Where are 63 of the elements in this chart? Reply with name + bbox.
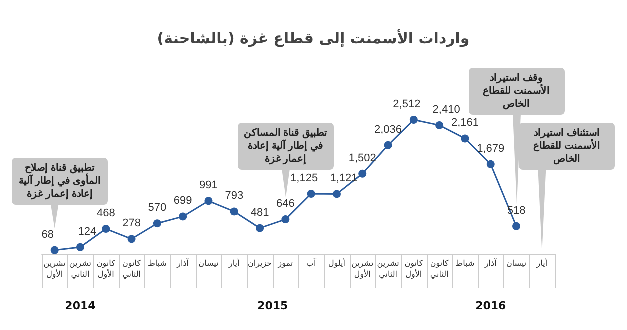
point <box>512 222 521 230</box>
data-label: 278 <box>122 218 141 230</box>
point <box>358 170 367 178</box>
data-label: 468 <box>96 208 116 220</box>
x-tick-label: كانون الأول <box>96 259 116 279</box>
x-tick-label: أيار <box>536 258 548 268</box>
data-label: 2,036 <box>374 124 402 136</box>
point <box>461 134 470 143</box>
data-label: 2,512 <box>393 98 421 110</box>
data-label: 1,679 <box>477 142 505 155</box>
x-tick-label: تموز <box>277 259 294 268</box>
point <box>436 121 444 130</box>
point <box>102 225 110 234</box>
annotation: تطبيق قناة المساكن في إطار آلية إعادة إعمار غزة <box>242 126 328 166</box>
x-tick-label: آذار <box>176 258 190 268</box>
annotation: تطبيق قناة إصلاح المأوى في إطار آلية إعادة إعمار غزة <box>18 162 102 202</box>
x-tick-label: تشرين الثاني <box>377 259 400 279</box>
annotation: استئناف استيراد الأسمنت للقطاع الخاص <box>532 126 602 166</box>
data-label: 1,125 <box>290 172 318 184</box>
text: 2014 <box>65 300 96 312</box>
point <box>410 116 418 124</box>
point <box>153 220 162 228</box>
x-tick-label: كانون الثاني <box>430 259 450 279</box>
x-tick-label: تشرين الأول <box>352 259 374 279</box>
x-tick-label: تشرين الأول <box>44 259 66 279</box>
data-label: 646 <box>276 198 295 210</box>
data-label: 481 <box>250 206 270 219</box>
point <box>307 190 316 198</box>
text: 2015 <box>258 300 288 312</box>
point <box>256 224 264 232</box>
point <box>384 141 392 150</box>
x-tick-label: أيار <box>228 258 240 268</box>
data-label: 793 <box>225 190 244 202</box>
point <box>76 243 84 252</box>
point <box>179 212 188 221</box>
data-label: 570 <box>148 202 167 214</box>
point <box>486 160 495 168</box>
data-label: 991 <box>200 180 218 192</box>
x-tick-label: حزيران <box>248 259 272 268</box>
point <box>204 197 213 206</box>
x-tick-label: نيسان <box>198 259 219 268</box>
point <box>282 216 290 224</box>
point <box>128 235 136 244</box>
x-tick-label: تشرين الثاني <box>69 259 92 279</box>
data-label: 1,502 <box>348 152 376 164</box>
point <box>230 208 238 216</box>
x-tick-label: كانون الثاني <box>122 259 142 279</box>
x-tick-label: شباط <box>148 259 168 268</box>
data-label: 2,161 <box>451 117 479 130</box>
data-label: 68 <box>42 228 54 241</box>
x-tick-label: شباط <box>456 259 475 268</box>
point <box>50 246 59 254</box>
x-tick-label: كانون الأول <box>404 259 424 279</box>
x-tick-label: آذار <box>484 258 498 268</box>
chart-title: واردات الأسمنت إلى قطاع غزة (بالشاحنة) <box>157 28 470 48</box>
x-tick-label: أيلول <box>328 258 346 268</box>
data-label: 2,410 <box>432 104 460 116</box>
x-tick-label: نيسان <box>506 259 527 268</box>
data-label: 124 <box>78 226 97 238</box>
x-tick-label: آب <box>306 258 317 268</box>
text: 2016 <box>476 300 507 312</box>
data-label: 699 <box>174 195 192 208</box>
point <box>332 190 341 198</box>
